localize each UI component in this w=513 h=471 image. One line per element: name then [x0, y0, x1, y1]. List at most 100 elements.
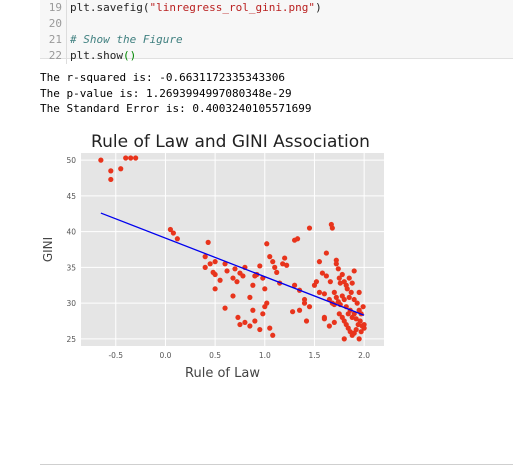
data-point [296, 307, 303, 313]
line-number: 22 [40, 48, 67, 64]
data-point [357, 318, 363, 324]
data-point [306, 304, 313, 310]
data-point [341, 296, 347, 303]
data-point [337, 280, 343, 286]
data-point [264, 300, 270, 306]
data-point [290, 309, 296, 315]
regression-line [100, 212, 365, 316]
y-tick-label: 40 [66, 228, 76, 237]
data-point [270, 259, 276, 265]
y-tick-label: 25 [66, 335, 76, 344]
data-point [353, 316, 359, 322]
data-point [257, 326, 263, 333]
line-number: 20 [40, 16, 67, 32]
data-point [303, 318, 310, 324]
data-point [250, 307, 256, 313]
plot-area [81, 153, 384, 346]
data-point [118, 166, 124, 172]
data-point [234, 279, 240, 285]
code-comment: # Show the Figure [70, 33, 183, 46]
data-point [212, 259, 218, 265]
data-point [262, 286, 268, 292]
data-point [301, 300, 308, 306]
data-point [274, 269, 280, 275]
data-point [294, 236, 301, 242]
data-point [217, 277, 223, 283]
chart-title: Rule of Law and GINI Association [91, 132, 370, 152]
data-point [346, 294, 352, 300]
data-point [267, 254, 273, 260]
data-point [354, 300, 360, 306]
data-point [222, 305, 228, 311]
data-point [333, 261, 339, 267]
data-point [319, 270, 326, 276]
x-tick-label: 0.0 [159, 351, 171, 360]
y-tick-label: 35 [66, 263, 76, 272]
chart-svg: -0.5 0.0 0.5 1.0 1.5 2.0 25 30 35 40 45 50 Rule of L… [41, 132, 384, 381]
code-text: plt.show() [70, 49, 137, 62]
data-point [326, 323, 332, 329]
data-point [282, 255, 288, 261]
data-point [329, 225, 335, 231]
data-point [108, 176, 114, 183]
data-point [242, 319, 248, 326]
data-point [321, 316, 327, 322]
line-number: 21 [40, 32, 67, 48]
data-point [351, 268, 357, 274]
data-point [207, 261, 213, 267]
x-tick-label: 0.5 [209, 351, 221, 360]
data-point [356, 336, 362, 342]
data-point [353, 326, 359, 333]
code-cell[interactable]: 19 plt.savefig("linregress_rol_gini.png"… [40, 0, 513, 64]
code-text: plt.savefig("linregress_rol_gini.png") [70, 1, 322, 14]
data-point [167, 226, 174, 233]
data-point [284, 262, 290, 268]
data-point [280, 261, 286, 267]
data-point [230, 275, 236, 281]
code-line-20: 20 [40, 16, 513, 32]
data-point [306, 225, 313, 231]
data-point [327, 279, 333, 285]
cell-output: The r-squared is: -0.6631172335343306 Th… [40, 70, 312, 117]
data-point [313, 279, 320, 285]
data-point [174, 236, 180, 242]
data-point [123, 155, 129, 161]
data-point [108, 168, 114, 174]
data-point [361, 325, 367, 331]
data-point [323, 273, 329, 279]
data-point [202, 264, 208, 270]
data-point [346, 275, 352, 281]
x-axis-label: Rule of Law [185, 366, 260, 381]
next-cell-border [40, 464, 513, 465]
data-point [212, 286, 218, 292]
data-point [321, 291, 327, 297]
data-point [222, 261, 228, 267]
y-tick-label: 50 [66, 156, 76, 165]
data-point [264, 241, 270, 247]
data-point [247, 294, 253, 300]
data-point [336, 275, 342, 281]
x-tick-label: 1.5 [308, 351, 320, 360]
data-point [356, 289, 362, 295]
data-point [232, 266, 238, 272]
data-point [133, 155, 139, 161]
code-line-22: 22 plt.show() [40, 48, 513, 64]
data-point [252, 318, 258, 324]
data-point [202, 254, 208, 260]
x-tick-label: -0.5 [108, 351, 123, 360]
code-line-19: 19 plt.savefig("linregress_rol_gini.png"… [40, 0, 513, 16]
data-point [333, 294, 339, 300]
data-point [170, 230, 176, 236]
data-point [323, 250, 329, 256]
data-point [336, 311, 342, 317]
data-point [237, 321, 243, 328]
data-point [205, 239, 211, 245]
line-number: 19 [40, 0, 67, 16]
data-point [333, 257, 339, 263]
output-r-squared: The r-squared is: -0.6631172335343306 [40, 71, 286, 84]
data-point [331, 319, 337, 326]
data-point [360, 304, 366, 310]
x-tick-label: 2.0 [358, 351, 370, 360]
output-p-value: The p-value is: 1.2693994997080348e-29 [40, 86, 292, 100]
data-point [98, 157, 104, 163]
